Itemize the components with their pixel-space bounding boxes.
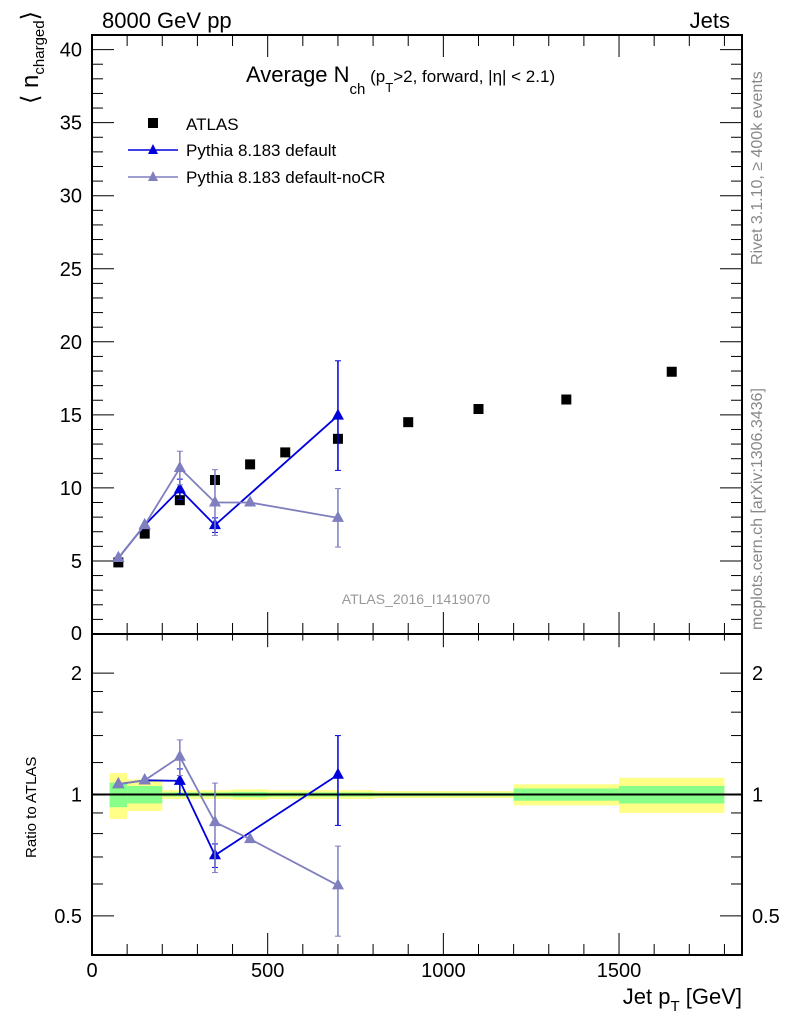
legend: ATLAS Pythia 8.183 default Pythia 8.183 … [128, 115, 385, 187]
legend-marker-default [148, 144, 158, 154]
y-tick-label: 25 [60, 259, 82, 281]
y-axis-label: ⟨ ncharged⟩ [17, 11, 48, 104]
ratio-y-tick-label-right: 1 [752, 785, 763, 807]
series-line-0 [117, 414, 339, 559]
legend-label-atlas: ATLAS [186, 115, 239, 134]
legend-label-nocr: Pythia 8.183 default-noCR [186, 168, 385, 187]
series-marks [112, 360, 677, 937]
y-tick-label: 20 [60, 332, 82, 354]
analysis-id: ATLAS_2016_I1419070 [342, 591, 491, 607]
y-tick-label: 5 [71, 551, 82, 573]
ratio-line-1 [118, 755, 339, 887]
ratio-point [331, 878, 344, 890]
series-point [331, 510, 344, 522]
atlas-point [666, 366, 677, 377]
ratio-point [112, 777, 125, 789]
series-point [112, 551, 125, 563]
series-point [173, 482, 186, 494]
y-tick-label: 40 [60, 40, 82, 62]
atlas-point [473, 404, 484, 415]
ratio-y-tick-label: 0.5 [54, 906, 82, 928]
y-tick-label: 15 [60, 405, 82, 427]
legend-marker-nocr [148, 171, 158, 181]
x-tick-label: 500 [251, 960, 284, 982]
ratio-y-axis-label: Ratio to ATLAS [23, 757, 40, 858]
y-tick-label: 10 [60, 478, 82, 500]
x-tick-label: 0 [86, 960, 97, 982]
series-point [138, 518, 151, 530]
ratio-point [173, 773, 186, 785]
ratio-y-tick-label-right: 0.5 [752, 906, 780, 928]
ratio-y-tick-label: 1 [71, 785, 82, 807]
header-left: 8000 GeV pp [102, 8, 232, 33]
ratio-point [244, 832, 257, 844]
rivet-label: Rivet 3.1.10, ≥ 400k events [749, 71, 766, 265]
atlas-point [139, 528, 150, 539]
series-point [331, 408, 344, 420]
legend-label-default: Pythia 8.183 default [186, 141, 337, 160]
legend-marker-atlas [148, 118, 158, 128]
ratio-point [138, 773, 151, 785]
atlas-point [245, 459, 256, 470]
atlas-point [280, 447, 291, 458]
series-point [208, 495, 221, 507]
ratio-uncertainty-bands [92, 773, 742, 819]
x-tick-label: 1500 [597, 960, 642, 982]
atlas-point [174, 495, 185, 506]
ratio-y-tick-label-right: 2 [752, 663, 763, 685]
atlas-point [561, 394, 572, 405]
series-line-1 [117, 466, 339, 559]
ratio-point [208, 815, 221, 827]
ratio-plot-frame [91, 633, 743, 956]
atlas-point [403, 417, 414, 428]
y-tick-label: 30 [60, 186, 82, 208]
ratio-point [173, 749, 186, 761]
series-point [244, 495, 257, 507]
x-tick-label: 1000 [421, 960, 466, 982]
mcplots-label: mcplots.cern.ch [arXiv:1306.3436] [749, 388, 766, 630]
header-right: Jets [690, 8, 730, 33]
ratio-y-tick-label: 2 [71, 663, 82, 685]
chart-title: Average Nch (pT>2, forward, |η| < 2.1) [246, 62, 555, 98]
y-tick-label: 35 [60, 113, 82, 135]
series-point [173, 461, 186, 473]
y-tick-label: 0 [71, 623, 82, 645]
x-axis-label: Jet pT [GeV] [623, 984, 742, 1015]
atlas-point [113, 557, 124, 568]
ratio-point [331, 767, 344, 779]
